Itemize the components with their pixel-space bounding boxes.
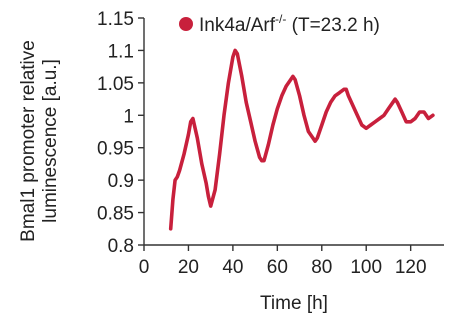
y-tick-label: 1 — [123, 106, 134, 127]
y-tick-label: 1.05 — [97, 74, 134, 95]
y-axis: 0.8 0.85 0.9 0.95 1 1.05 1.1 1.15 — [97, 9, 145, 257]
y-tick-label: 0.95 — [97, 139, 134, 160]
x-tick-label: 40 — [222, 257, 243, 278]
y-axis-title-line2: luminescence [a.u.] — [40, 59, 61, 223]
legend: Ink4a/Arf-/- (T=23.2 h) — [179, 12, 380, 36]
legend-label-main: Ink4a/Arf — [199, 15, 276, 36]
y-tick-label: 0.8 — [108, 236, 134, 257]
y-tick-label: 0.85 — [97, 204, 134, 225]
x-tick-label: 80 — [311, 257, 332, 278]
y-axis-title-line1: Bmal1 promoter relative — [18, 40, 39, 242]
x-axis: 0 20 40 60 80 100 120 — [139, 244, 444, 278]
y-tick-label: 1.1 — [108, 41, 134, 62]
legend-marker — [179, 17, 193, 31]
x-tick-label: 100 — [350, 257, 382, 278]
legend-label: Ink4a/Arf-/- (T=23.2 h) — [199, 12, 380, 36]
legend-label-suffix: (T=23.2 h) — [286, 15, 379, 36]
x-tick-label: 20 — [178, 257, 199, 278]
series-layer — [168, 48, 435, 231]
legend-label-superscript: -/- — [275, 12, 286, 26]
series-line — [168, 48, 435, 231]
x-tick-label: 60 — [267, 257, 288, 278]
x-tick-label: 120 — [395, 257, 427, 278]
y-tick-label: 0.9 — [108, 171, 134, 192]
x-axis-title: Time [h] — [260, 293, 328, 314]
x-tick-label: 0 — [139, 257, 150, 278]
y-tick-label: 1.15 — [97, 9, 134, 30]
